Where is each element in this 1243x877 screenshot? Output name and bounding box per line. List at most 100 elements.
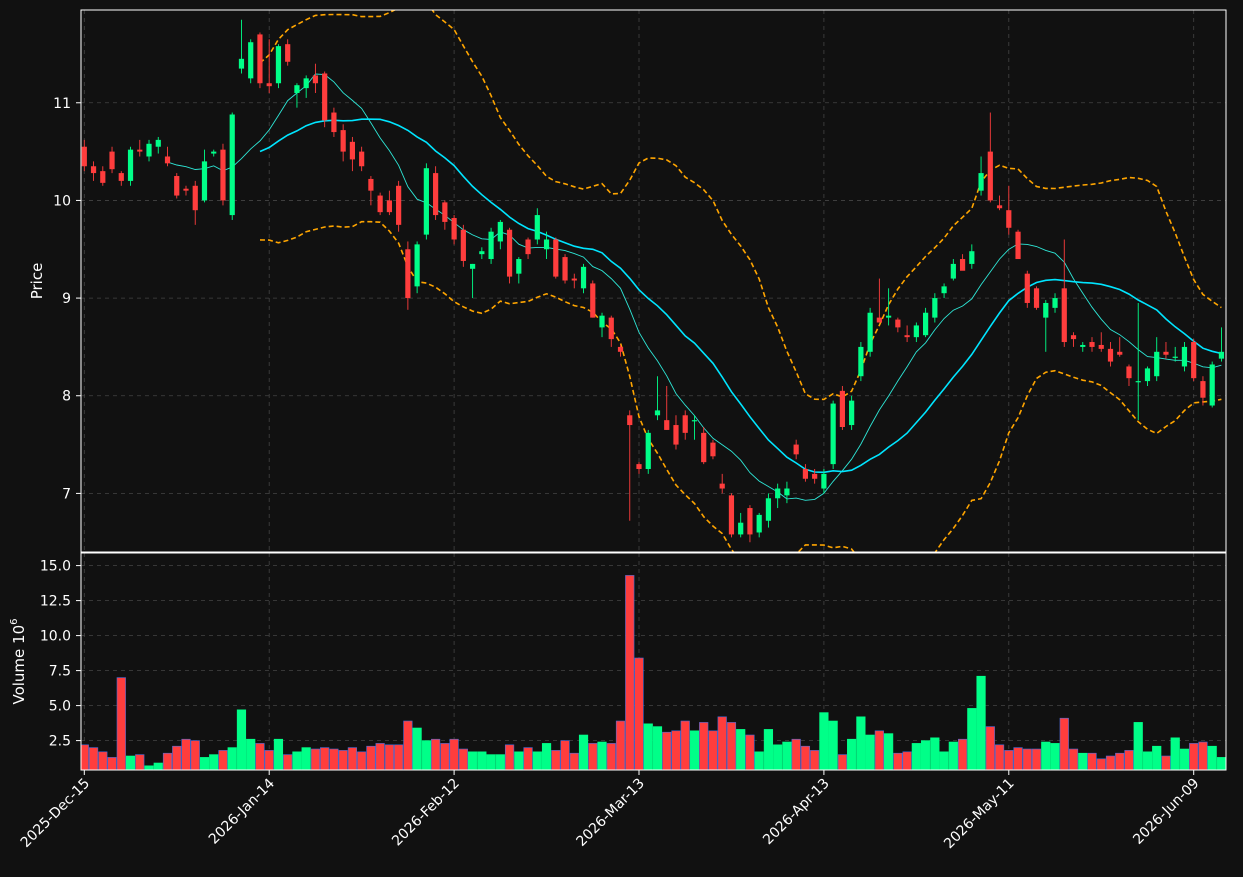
candle-body [793,444,799,455]
candle [322,71,328,128]
candle [266,39,272,94]
candle-body [1070,335,1077,340]
volume-bar [394,744,404,770]
candle-body [1126,366,1132,379]
candle [479,247,485,260]
volume-bar [606,743,616,770]
candle-body [322,73,328,121]
volume-bar [597,741,607,770]
candle [719,473,725,494]
volume-bar [588,743,598,770]
candle-body [211,151,217,154]
candle-body [802,468,809,479]
candle [812,468,818,484]
candle-body [359,151,365,167]
candle-body [765,498,772,521]
volume-bar [347,747,358,770]
candle-body [867,312,873,352]
candle-body [553,239,559,277]
candle-body [886,315,892,318]
volume-tick-label: 10.0 [40,629,71,645]
volume-bar [514,751,524,770]
volume-bar [930,737,940,770]
candle-body [839,390,845,427]
candle [636,462,642,474]
candle-body [396,185,402,225]
candle [109,146,115,174]
candle-body [1154,351,1160,377]
volume-bar [560,740,570,770]
candle-body [617,346,624,352]
volume-bar [199,757,210,770]
candle [627,410,633,521]
candle [932,293,938,323]
volume-bar [782,741,792,770]
candle [1154,337,1160,382]
volume-bar [1189,743,1199,770]
price-axis-label: Price [28,263,46,300]
volume-bar [920,740,931,770]
candle-body [137,149,143,152]
volume-bar [985,726,995,770]
candle-body [858,346,864,377]
candle-body [331,112,337,133]
candle [1070,332,1077,347]
candle [368,176,374,206]
candle-body [460,229,466,261]
candle-body [525,239,531,255]
volume-bar [578,734,589,770]
candle-body [682,415,688,433]
candle-body [812,473,818,479]
candle [275,44,282,89]
volume-bar [449,738,459,770]
volume-bar [458,748,468,770]
candle [950,259,956,281]
candle-body [636,464,642,469]
volume-bar [283,754,293,770]
candle [765,493,772,528]
volume-axis-label-text: Volume 10 [10,625,28,705]
candle [137,139,143,157]
volume-bar [1013,747,1023,770]
candle-body [127,149,134,181]
candle [497,219,503,250]
candle-body [747,508,753,535]
candle [211,149,217,157]
x-tick-label: 2026-Feb-12 [389,776,463,850]
volume-bar [967,708,977,770]
volume-bar [680,720,690,770]
price-tick-label: 8 [62,389,71,405]
candle-body [627,415,633,426]
candle [1144,366,1151,386]
x-tick-label: 2026-Jun-09 [1130,776,1202,848]
candle [590,280,596,318]
volume-bar [98,751,108,770]
volume-bar [1078,752,1088,770]
volume-bars [81,575,1226,770]
candle [821,468,827,494]
candle-body [294,85,300,94]
candle-body [691,420,698,422]
volume-bar [209,754,219,770]
volume-bar [939,751,949,770]
candle [941,283,947,299]
candle [969,244,975,269]
candle-body [1144,368,1151,382]
candle-body [1200,381,1206,398]
candle [386,190,392,216]
volume-bar [754,751,764,770]
volume-bar [810,750,820,770]
candle-body [238,58,245,69]
volume-bar [643,723,653,770]
candle-body [488,231,494,260]
candle [312,63,319,94]
candle [127,146,134,186]
candle-body [719,483,725,489]
candle-body [701,432,707,463]
volume-bar [699,722,709,770]
volume-bar [763,729,774,770]
volume-bar [569,752,579,770]
candle-body [645,432,651,469]
candle [359,146,365,172]
candle [285,39,291,66]
